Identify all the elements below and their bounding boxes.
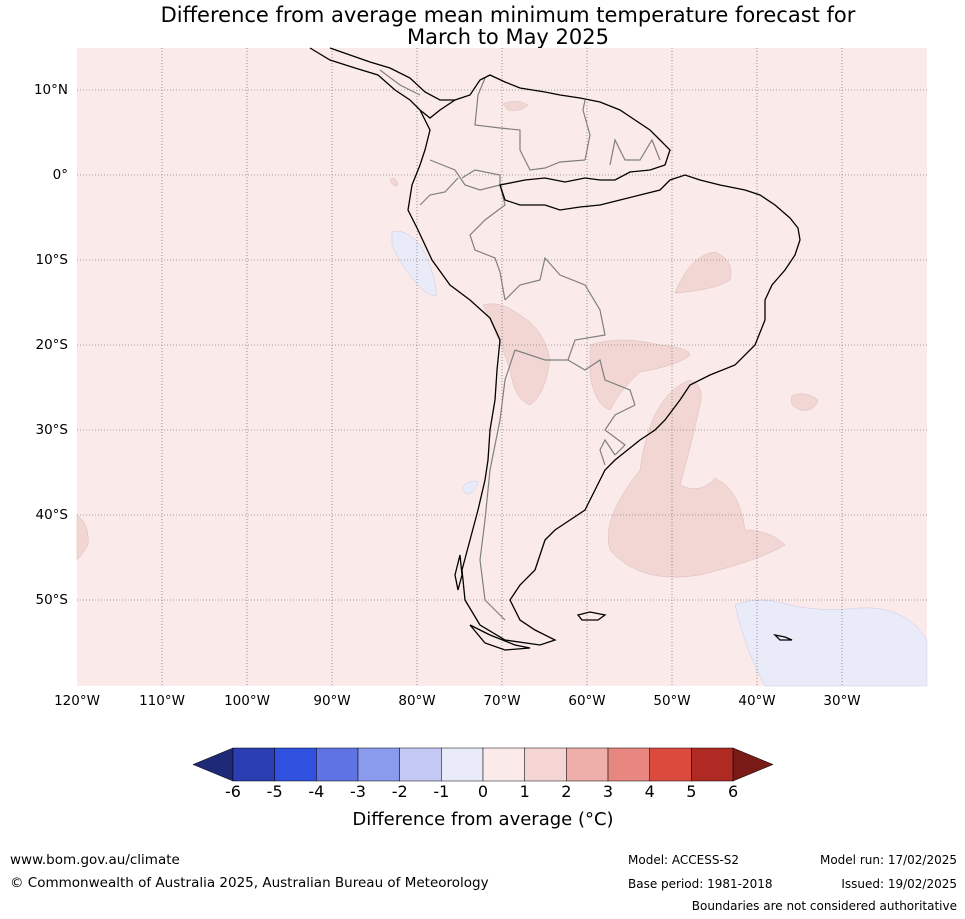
colorbar-segment <box>524 747 567 782</box>
colorbar-tick-label: -3 <box>350 782 366 801</box>
warm-patch-pacific-west <box>76 514 89 561</box>
border-ecuador-peru <box>419 177 459 206</box>
border-colombia-ecuador-peru <box>429 159 501 191</box>
footer-model-run: Model run: 17/02/2025 <box>819 853 957 867</box>
colorbar-segment <box>691 747 734 782</box>
colorbar-segment <box>357 747 400 782</box>
cool-anomaly-patches <box>391 231 928 687</box>
cool-patch-south-atlantic <box>734 599 928 687</box>
colorbar-tick-label: -4 <box>308 782 325 801</box>
border-guianas <box>609 138 661 166</box>
cool-patch-chile <box>461 480 479 495</box>
cool-patch-peru-coast <box>391 231 438 296</box>
colorbar-tick-label: -5 <box>266 782 283 801</box>
footer-copyright: © Commonwealth of Australia 2025, Austra… <box>10 875 489 891</box>
colorbar-tick-label: 5 <box>686 782 697 801</box>
colorbar-segment <box>232 747 275 782</box>
footer-site-link[interactable]: www.bom.gov.au/climate <box>10 852 180 868</box>
lat-label-0: 0° <box>52 167 68 183</box>
coast-chiloe <box>454 554 463 591</box>
colorbar-tick-label: 2 <box>561 782 572 801</box>
coast-central-america <box>309 47 421 111</box>
colorbar-tick-label: 0 <box>477 782 489 801</box>
lon-label-90W: 90°W <box>313 693 351 709</box>
warm-patch-south-atlantic <box>790 393 819 411</box>
graticule <box>77 48 927 686</box>
lon-label-80W: 80°W <box>398 693 436 709</box>
lat-label-30S: 30°S <box>35 422 69 438</box>
coast-south-georgia <box>773 633 793 641</box>
lon-label-110W: 110°W <box>139 693 185 709</box>
colorbar-segment <box>441 747 484 782</box>
lat-label-10N: 10°N <box>33 82 68 98</box>
colorbar-arrow-low <box>192 747 234 782</box>
footer-boundaries-note: Boundaries are not considered authoritat… <box>691 899 957 913</box>
colorbar-tick-label: 6 <box>727 782 739 801</box>
country-borders <box>379 69 661 621</box>
colorbar-segment <box>399 747 442 782</box>
lat-label-50S: 50°S <box>35 592 69 608</box>
colorbar-segment <box>274 747 317 782</box>
border-uruguay <box>599 438 616 466</box>
border-chile-argentina <box>479 349 516 621</box>
lon-label-100W: 100°W <box>224 693 270 709</box>
lat-label-20S: 20°S <box>35 337 69 353</box>
border-bolivia-argentina <box>514 349 568 361</box>
colorbar-tick-label: 3 <box>602 782 614 801</box>
lon-label-70W: 70°W <box>483 693 521 709</box>
warm-patch-andes <box>482 303 551 406</box>
colorbar-segment <box>607 747 650 782</box>
lon-label-50W: 50°W <box>653 693 691 709</box>
lon-label-30W: 30°W <box>823 693 861 709</box>
warm-patch-caribbean <box>502 101 529 111</box>
border-colombia-venezuela <box>474 77 586 171</box>
border-central-america <box>379 69 421 96</box>
footer-base-period: Base period: 1981-2018 <box>628 877 773 891</box>
border-bolivia-brazil <box>504 256 606 361</box>
warm-patch-ecuador <box>389 178 399 187</box>
colorbar-tick-label: 4 <box>644 782 655 801</box>
colorbar-tick-label: -6 <box>225 782 241 801</box>
colorbar <box>192 747 774 782</box>
lat-label-40S: 40°S <box>35 507 69 523</box>
title-line-2: March to May 2025 <box>407 25 609 49</box>
border-argentina-brazil <box>604 404 636 456</box>
colorbar-tick-label: -1 <box>433 782 450 801</box>
coastlines <box>309 47 801 651</box>
colorbar-tick-label: 1 <box>519 782 530 801</box>
border-bolivia-paraguay <box>567 359 636 406</box>
colorbar-segment <box>482 747 525 782</box>
lon-label-40W: 40°W <box>738 693 776 709</box>
footer-issued: Issued: 19/02/2025 <box>841 877 957 891</box>
warm-patch-atlantic <box>607 379 786 578</box>
title-line-1: Difference from average mean minimum tem… <box>160 3 856 27</box>
colorbar-segment <box>649 747 692 782</box>
lon-label-120W: 120°W <box>54 693 100 709</box>
colorbar-segment <box>316 747 359 782</box>
colorbar-arrow-high <box>732 747 774 782</box>
warm-patch-paraguay <box>589 339 691 411</box>
lat-label-10S: 10°S <box>35 252 69 268</box>
footer-model: Model: ACCESS-S2 <box>628 853 740 867</box>
map-title: Difference from average mean minimum tem… <box>0 4 965 48</box>
colorbar-label: Difference from average (°C) <box>352 809 614 830</box>
warm-anomaly-patches <box>76 101 819 578</box>
border-venezuela-guyana <box>582 99 591 161</box>
coast-caribbean <box>329 47 455 101</box>
coast-south-america <box>407 74 801 646</box>
warm-patch-brazil-east <box>674 251 732 294</box>
lon-label-60W: 60°W <box>568 693 606 709</box>
border-peru-brazil <box>469 184 506 301</box>
coast-tierra-del-fuego <box>469 624 531 651</box>
coast-falklands <box>576 611 607 621</box>
colorbar-segment <box>566 747 609 782</box>
colorbar-tick-label: -2 <box>391 782 408 801</box>
